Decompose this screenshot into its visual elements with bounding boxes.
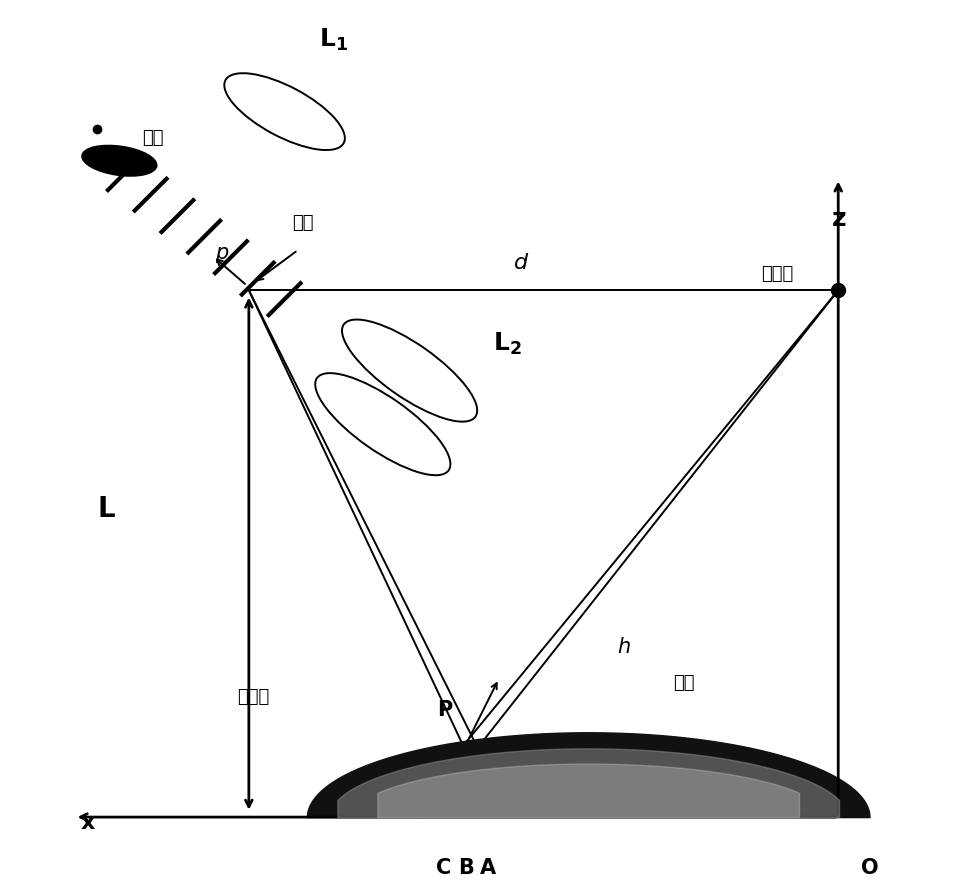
Text: $\mathbf{z}$: $\mathbf{z}$	[830, 207, 846, 230]
Text: $\mathbf{P}$: $\mathbf{P}$	[437, 700, 453, 720]
Text: $\mathbf{L_2}$: $\mathbf{L_2}$	[493, 330, 522, 357]
Text: $\mathbf{A}$: $\mathbf{A}$	[479, 858, 497, 878]
Text: $\mathbf{B}$: $\mathbf{B}$	[457, 858, 474, 878]
Text: 物体: 物体	[673, 674, 694, 692]
Text: $\mathit{h}$: $\mathit{h}$	[617, 638, 631, 657]
Ellipse shape	[83, 146, 156, 176]
Text: $\mathbf{L}$: $\mathbf{L}$	[96, 496, 116, 522]
Text: 光栅: 光栅	[291, 214, 314, 232]
Text: 观测点: 观测点	[761, 265, 793, 283]
Text: $\mathbf{C}$: $\mathbf{C}$	[435, 858, 451, 878]
Text: $\mathbf{x}$: $\mathbf{x}$	[80, 813, 96, 834]
Text: 光源: 光源	[142, 129, 163, 147]
Text: $\mathit{d}$: $\mathit{d}$	[513, 253, 529, 274]
Text: 参考面: 参考面	[237, 688, 269, 705]
Text: $\mathit{p}$: $\mathit{p}$	[215, 245, 229, 264]
Text: $\mathbf{O}$: $\mathbf{O}$	[860, 858, 879, 878]
Text: $\mathbf{L_1}$: $\mathbf{L_1}$	[319, 27, 349, 54]
